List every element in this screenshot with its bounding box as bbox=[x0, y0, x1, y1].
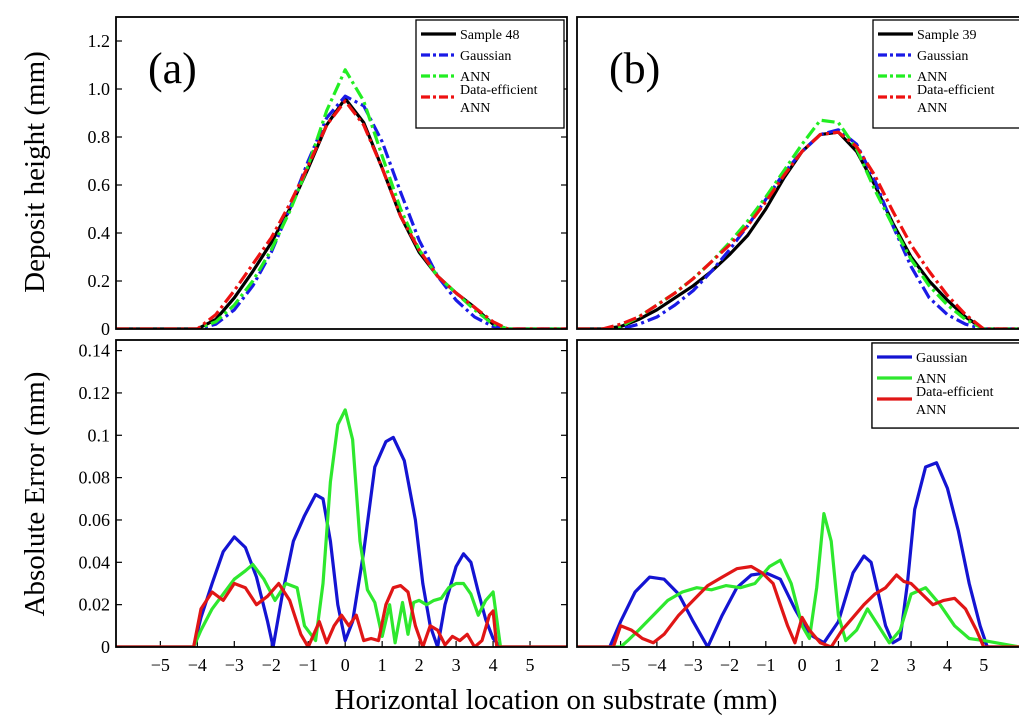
x-tick-label: 2 bbox=[415, 655, 424, 675]
y-axis-title-bottom: Absolute Error (mm) bbox=[19, 372, 51, 617]
axes-frame bbox=[576, 339, 1019, 648]
x-tick-label: 0 bbox=[798, 655, 807, 675]
x-tick-label: −1 bbox=[299, 655, 318, 675]
x-axis-title: Horizontal location on substrate (mm) bbox=[335, 684, 778, 716]
legend-label-gaussian: Gaussian bbox=[917, 49, 968, 64]
x-tick-label: 1 bbox=[378, 655, 387, 675]
series-group bbox=[577, 461, 1019, 647]
x-tick-label: −3 bbox=[225, 655, 244, 675]
x-tick-label: −4 bbox=[647, 655, 666, 675]
y-tick-label: 0 bbox=[101, 637, 110, 657]
x-tick-label: −2 bbox=[262, 655, 281, 675]
y-tick-label: 0.8 bbox=[88, 127, 111, 147]
x-tick-label: −3 bbox=[684, 655, 703, 675]
y-axis-title-top: Deposit height (mm) bbox=[19, 51, 51, 293]
x-tick-label: −2 bbox=[720, 655, 739, 675]
legend-box bbox=[872, 19, 1019, 129]
axes-frame bbox=[115, 16, 568, 330]
x-tick-label: −5 bbox=[151, 655, 170, 675]
x-tick-label: −1 bbox=[756, 655, 775, 675]
y-tick-label: 0.2 bbox=[88, 271, 111, 291]
chart-panels: 0 0.2 0.4 0.6 0.8 1.0 1.2 (a) Sample 48 Gaussian A… bbox=[79, 16, 1019, 675]
y-tick-label: 0.4 bbox=[88, 223, 111, 243]
y-tick-label: 0.1 bbox=[88, 425, 111, 445]
legend-label-gaussian: Gaussian bbox=[460, 49, 511, 64]
y-tick-label: 1.0 bbox=[88, 79, 111, 99]
axes-frame bbox=[115, 339, 568, 648]
series-line-data-efficient-ann bbox=[116, 581, 567, 647]
y-tick-label: 0.06 bbox=[79, 510, 111, 530]
y-tick-label: 1.2 bbox=[88, 31, 111, 51]
series-line-data-efficient-ann bbox=[577, 130, 1019, 329]
y-tick-label: 0.12 bbox=[79, 383, 111, 403]
legend-label-sample-48: Sample 48 bbox=[460, 28, 520, 43]
y-tick-label: 0.14 bbox=[79, 341, 111, 361]
panel-label: (b) bbox=[609, 44, 660, 93]
y-tick-label: 0.04 bbox=[79, 552, 111, 572]
legend-box bbox=[415, 19, 565, 129]
series-line-gaussian bbox=[577, 461, 1019, 647]
series-group bbox=[116, 408, 567, 647]
legend-label-ann: ANN bbox=[916, 372, 946, 387]
x-tick-label: 4 bbox=[943, 655, 952, 675]
series-group bbox=[116, 68, 567, 329]
y-tick-label: 0.02 bbox=[79, 595, 111, 615]
series-line-ann bbox=[116, 408, 567, 647]
x-tick-label: 1 bbox=[834, 655, 843, 675]
x-tick-label: −5 bbox=[611, 655, 630, 675]
x-tick-label: 5 bbox=[979, 655, 988, 675]
x-tick-label: 5 bbox=[526, 655, 535, 675]
panel-a-profile: 0 0.2 0.4 0.6 0.8 1.0 1.2 (a) Sample 48 Gaussian A… bbox=[88, 16, 568, 339]
x-tick-label: 2 bbox=[870, 655, 879, 675]
y-tick-label: 0.08 bbox=[79, 468, 111, 488]
series-line-data-efficient-ann bbox=[116, 99, 567, 329]
legend-label-ann: ANN bbox=[917, 70, 947, 85]
x-tick-label: 3 bbox=[907, 655, 916, 675]
y-tick-label: 0.6 bbox=[88, 175, 111, 195]
panel-b-error: −5 −4 −3 −2 −1 0 1 2 3 4 5 Gaussian ANNData-efficien… bbox=[576, 339, 1019, 675]
y-tick-label: 0 bbox=[101, 319, 110, 339]
series-line-gaussian bbox=[116, 94, 567, 329]
series-group bbox=[577, 118, 1019, 329]
series-line-gaussian bbox=[577, 128, 1019, 329]
x-tick-label: 3 bbox=[452, 655, 461, 675]
legend-label-sample-39: Sample 39 bbox=[917, 28, 977, 43]
legend-label-gaussian: Gaussian bbox=[916, 351, 967, 366]
x-tick-label: 0 bbox=[341, 655, 350, 675]
x-tick-label: 4 bbox=[489, 655, 498, 675]
series-line-data-efficient-ann bbox=[577, 564, 1019, 647]
legend-label-ann: ANN bbox=[460, 70, 490, 85]
panel-label: (a) bbox=[148, 44, 197, 93]
axes-frame bbox=[576, 16, 1019, 330]
x-tick-label: −4 bbox=[188, 655, 207, 675]
